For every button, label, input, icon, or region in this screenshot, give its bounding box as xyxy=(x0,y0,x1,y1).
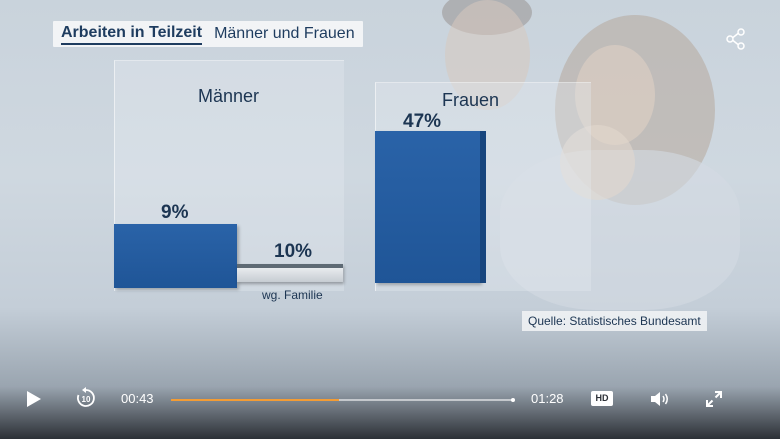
value-label-women: 47% xyxy=(403,111,442,132)
svg-text:10: 10 xyxy=(82,395,91,404)
title-bar: Arbeiten in Teilzeit Männer und Frauen xyxy=(53,21,363,47)
source-label: Quelle: Statistisches Bundesamt xyxy=(522,311,707,331)
hd-button[interactable]: HD xyxy=(591,391,613,406)
category-label-men: Männer xyxy=(198,86,260,106)
page-subtitle: Männer und Frauen xyxy=(214,25,355,42)
bar-women xyxy=(375,131,480,283)
player-controls: 10 00:43 01:28 HD xyxy=(0,378,780,439)
background-photo-man xyxy=(445,0,530,110)
bar-men xyxy=(114,224,237,288)
current-time: 00:43 xyxy=(121,391,154,406)
share-icon[interactable] xyxy=(725,28,747,50)
progress-bar[interactable] xyxy=(171,398,515,402)
background-photo-baby xyxy=(560,125,635,200)
bar-women-side xyxy=(480,131,486,283)
bar-men-family xyxy=(237,264,343,282)
fullscreen-icon[interactable] xyxy=(705,390,723,408)
value-label-men: 9% xyxy=(161,202,189,223)
play-icon[interactable] xyxy=(25,390,43,408)
family-note: wg. Familie xyxy=(262,288,323,302)
page-title: Arbeiten in Teilzeit xyxy=(61,24,203,45)
volume-icon[interactable] xyxy=(650,390,670,408)
value-label-family: 10% xyxy=(274,241,313,262)
progress-fill xyxy=(171,399,339,401)
duration: 01:28 xyxy=(531,391,564,406)
replay-10-icon[interactable]: 10 xyxy=(75,387,97,409)
progress-end-marker xyxy=(511,398,515,402)
category-label-women: Frauen xyxy=(442,90,500,110)
